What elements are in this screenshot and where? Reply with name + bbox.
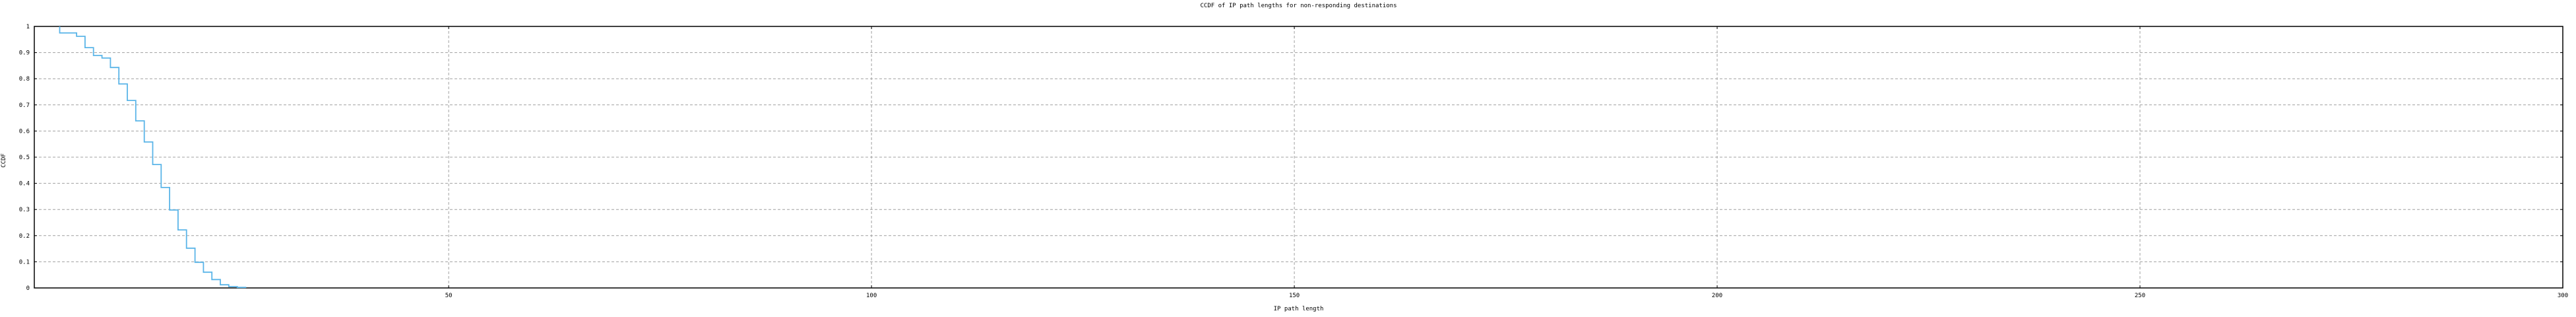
y-tick-label: 0.4: [19, 181, 30, 188]
x-tick-label: 50: [445, 293, 453, 299]
y-tick-label: 1: [26, 24, 30, 30]
y-tick-label: 0.3: [19, 207, 30, 213]
y-tick-label: 0.1: [19, 259, 30, 265]
x-tick-label: 300: [2558, 293, 2568, 299]
y-tick-label: 0.6: [19, 128, 30, 135]
y-tick-label: 0.5: [19, 155, 30, 161]
ccdf-step-curve: [59, 26, 247, 289]
y-tick-label: 0.8: [19, 76, 30, 83]
y-tick-label: 0.9: [19, 50, 30, 57]
x-tick-label: 200: [1712, 293, 1722, 299]
y-axis-title: CCDF: [1, 153, 7, 168]
x-axis-title: IP path length: [1273, 306, 1324, 312]
x-tick-label: 150: [1289, 293, 1300, 299]
y-tick-label: 0.7: [19, 102, 30, 109]
y-tick-label: 0: [26, 285, 30, 292]
x-tick-label: 250: [2135, 293, 2145, 299]
x-tick-label: 100: [866, 293, 877, 299]
chart-title: CCDF of IP path lengths for non-respondi…: [1200, 3, 1397, 9]
y-tick-label: 0.2: [19, 233, 30, 240]
